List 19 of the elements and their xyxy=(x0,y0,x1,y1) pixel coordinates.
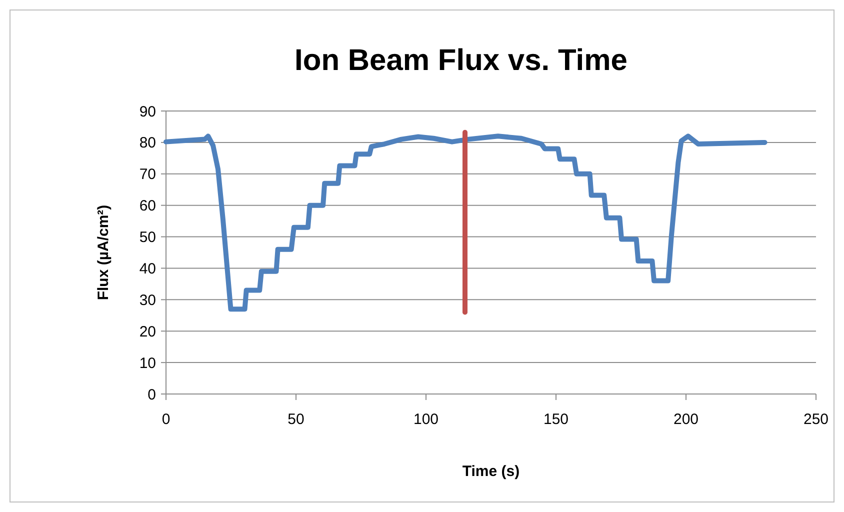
y-tick-label: 60 xyxy=(139,198,156,215)
chart-title: Ion Beam Flux vs. Time xyxy=(294,44,628,77)
x-tick-label: 200 xyxy=(673,411,699,428)
y-tick-label: 0 xyxy=(148,386,156,404)
y-tick-label: 70 xyxy=(139,166,156,184)
y-tick-label: 50 xyxy=(139,229,156,246)
y-axis-title: Flux (µA/cm²) xyxy=(95,204,112,300)
y-tick-label: 80 xyxy=(139,134,156,152)
x-axis-title: Time (s) xyxy=(462,463,520,480)
y-tick-label: 90 xyxy=(139,103,156,120)
x-tick-label: 0 xyxy=(162,411,170,428)
x-tick-label: 150 xyxy=(543,411,569,428)
y-tick-label: 20 xyxy=(139,323,156,340)
x-tick-label: 100 xyxy=(413,411,439,428)
x-tick-label: 250 xyxy=(803,411,829,428)
y-tick-label: 40 xyxy=(139,260,156,278)
y-tick-label: 30 xyxy=(139,292,156,309)
y-tick-label: 10 xyxy=(139,354,156,372)
x-tick-label: 50 xyxy=(288,411,304,428)
